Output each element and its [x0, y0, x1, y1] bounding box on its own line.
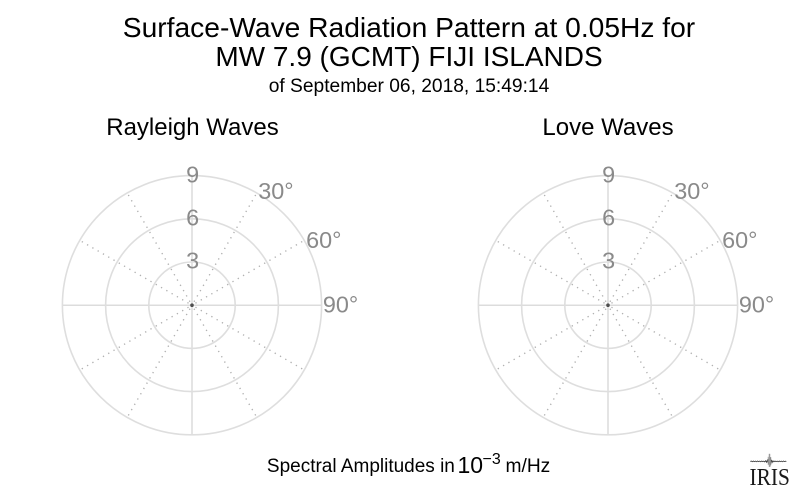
svg-text:90°: 90° — [739, 292, 774, 318]
svg-text:60°: 60° — [722, 227, 757, 253]
svg-text:9: 9 — [186, 162, 199, 188]
svg-text:6: 6 — [186, 205, 199, 231]
svg-text:30°: 30° — [674, 178, 709, 204]
svg-text:90°: 90° — [323, 292, 358, 318]
svg-text:6: 6 — [602, 205, 615, 231]
svg-text:60°: 60° — [306, 227, 341, 253]
svg-text:IRIS: IRIS — [749, 464, 789, 490]
svg-text:3: 3 — [186, 248, 199, 274]
svg-text:30°: 30° — [258, 178, 293, 204]
svg-text:9: 9 — [602, 162, 615, 188]
svg-text:3: 3 — [602, 248, 615, 274]
